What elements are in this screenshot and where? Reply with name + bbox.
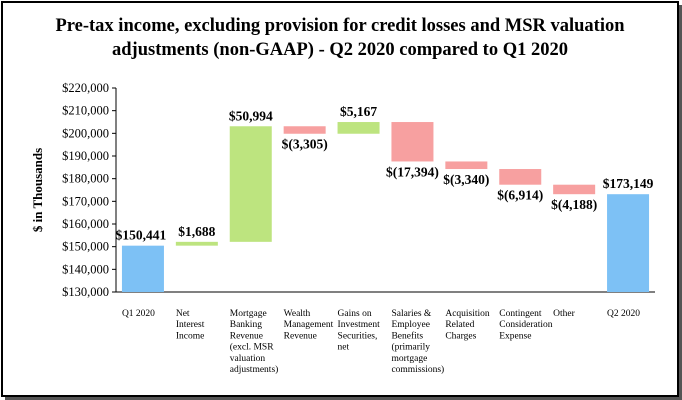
chart-title: Pre-tax income, excluding provision for … — [20, 14, 660, 62]
category-label-2: Mortgage Banking Revenue (excl. MSR valuatio… — [230, 309, 279, 375]
chart-title-line-1: Pre-tax income, excluding provision for … — [55, 16, 625, 36]
y-tick-label: $150,000 — [62, 240, 109, 254]
category-label-6: Acquisition Related Charges — [445, 309, 490, 341]
category-labels-group: Q1 2020 Net Interest Income Mortgage Banking R… — [122, 309, 640, 375]
data-label-5: $(17,394) — [386, 164, 439, 179]
y-tick-label: $210,000 — [62, 104, 109, 118]
category-label-7: Contingent Consideration Expense — [499, 309, 553, 341]
y-tick-label: $190,000 — [62, 149, 109, 163]
bars-group — [121, 122, 650, 292]
data-label-2: $50,994 — [229, 108, 273, 123]
data-label-3: $(3,305) — [282, 137, 328, 152]
y-tick-label: $130,000 — [62, 285, 109, 299]
category-label-5: Salaries & Employee Benefits (primarily mort… — [391, 309, 444, 375]
y-axis: $130,000 $140,000 $150,000 $160,000 $170,000… — [62, 81, 655, 299]
bar-4 — [337, 122, 380, 134]
bar-9 — [607, 194, 650, 292]
category-label-8: Other — [553, 309, 575, 319]
y-tick-label: $140,000 — [62, 262, 109, 276]
y-tick-label: $160,000 — [62, 217, 109, 231]
bar-2 — [229, 126, 272, 242]
bar-0 — [121, 245, 164, 292]
data-label-7: $(6,914) — [497, 188, 543, 203]
y-tick-label: $180,000 — [62, 172, 109, 186]
bar-6 — [445, 161, 488, 170]
y-tick-label: $170,000 — [62, 194, 109, 208]
y-axis-label: $ in Thousands — [30, 148, 45, 232]
bar-3 — [283, 126, 326, 134]
chart-title-line-2: adjustments (non-GAAP) - Q2 2020 compare… — [112, 40, 568, 60]
y-tick-label: $200,000 — [62, 126, 109, 140]
category-label-4: Gains on Investment Securities, net — [338, 309, 381, 353]
data-label-9: $173,149 — [603, 176, 654, 191]
bar-7 — [499, 169, 542, 185]
bar-5 — [391, 122, 434, 162]
data-label-4: $5,167 — [340, 104, 377, 119]
category-label-9: Q2 2020 — [607, 309, 640, 319]
data-label-6: $(3,340) — [443, 172, 489, 187]
bar-1 — [175, 241, 218, 246]
y-tick-label: $220,000 — [62, 81, 109, 95]
category-label-3: Wealth Management Revenue — [284, 309, 334, 341]
data-labels-group: $150,441 $1,688 $50,994 $(3,305) $5,167 $(17,… — [116, 104, 654, 243]
bar-8 — [553, 184, 596, 195]
category-label-1: Net Interest Income — [176, 309, 205, 341]
data-label-8: $(4,188) — [551, 197, 597, 212]
category-label-0: Q1 2020 — [122, 309, 155, 319]
data-label-1: $1,688 — [178, 224, 215, 239]
data-label-0: $150,441 — [116, 228, 167, 243]
